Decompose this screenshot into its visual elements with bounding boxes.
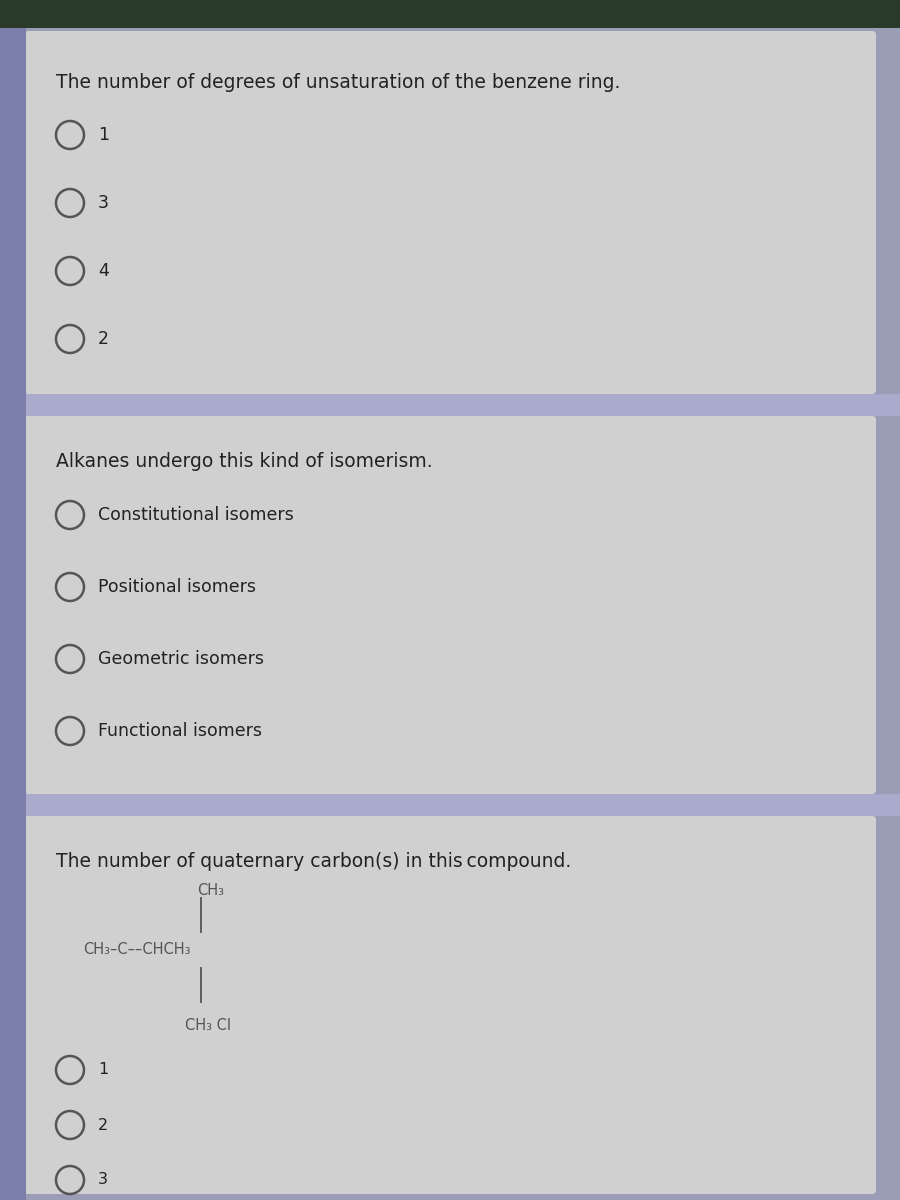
Text: 1: 1 <box>98 1062 108 1078</box>
FancyBboxPatch shape <box>24 816 876 1194</box>
Bar <box>0 394 900 416</box>
Text: Functional isomers: Functional isomers <box>98 722 262 740</box>
Bar <box>0 0 900 28</box>
Text: 4: 4 <box>98 262 109 280</box>
Text: CH₃–C––CHCH₃: CH₃–C––CHCH₃ <box>83 942 191 958</box>
Text: Constitutional isomers: Constitutional isomers <box>98 506 293 524</box>
Text: Geometric isomers: Geometric isomers <box>98 650 264 668</box>
Text: CH₃ Cl: CH₃ Cl <box>185 1018 231 1033</box>
Text: CH₃: CH₃ <box>197 883 224 898</box>
Text: 3: 3 <box>98 194 109 212</box>
Text: 2: 2 <box>98 330 109 348</box>
Text: 1: 1 <box>98 126 109 144</box>
Text: The number of degrees of unsaturation of the benzene ring.: The number of degrees of unsaturation of… <box>56 73 620 92</box>
Text: The number of quaternary carbon(s) in this compound.: The number of quaternary carbon(s) in th… <box>56 852 571 871</box>
FancyBboxPatch shape <box>24 416 876 794</box>
Bar <box>0 794 900 816</box>
Text: 2: 2 <box>98 1117 108 1133</box>
Bar <box>0 28 26 1200</box>
Text: 3: 3 <box>98 1172 108 1188</box>
FancyBboxPatch shape <box>24 31 876 394</box>
Text: Alkanes undergo this kind of isomerism.: Alkanes undergo this kind of isomerism. <box>56 452 433 470</box>
Text: Positional isomers: Positional isomers <box>98 578 256 596</box>
